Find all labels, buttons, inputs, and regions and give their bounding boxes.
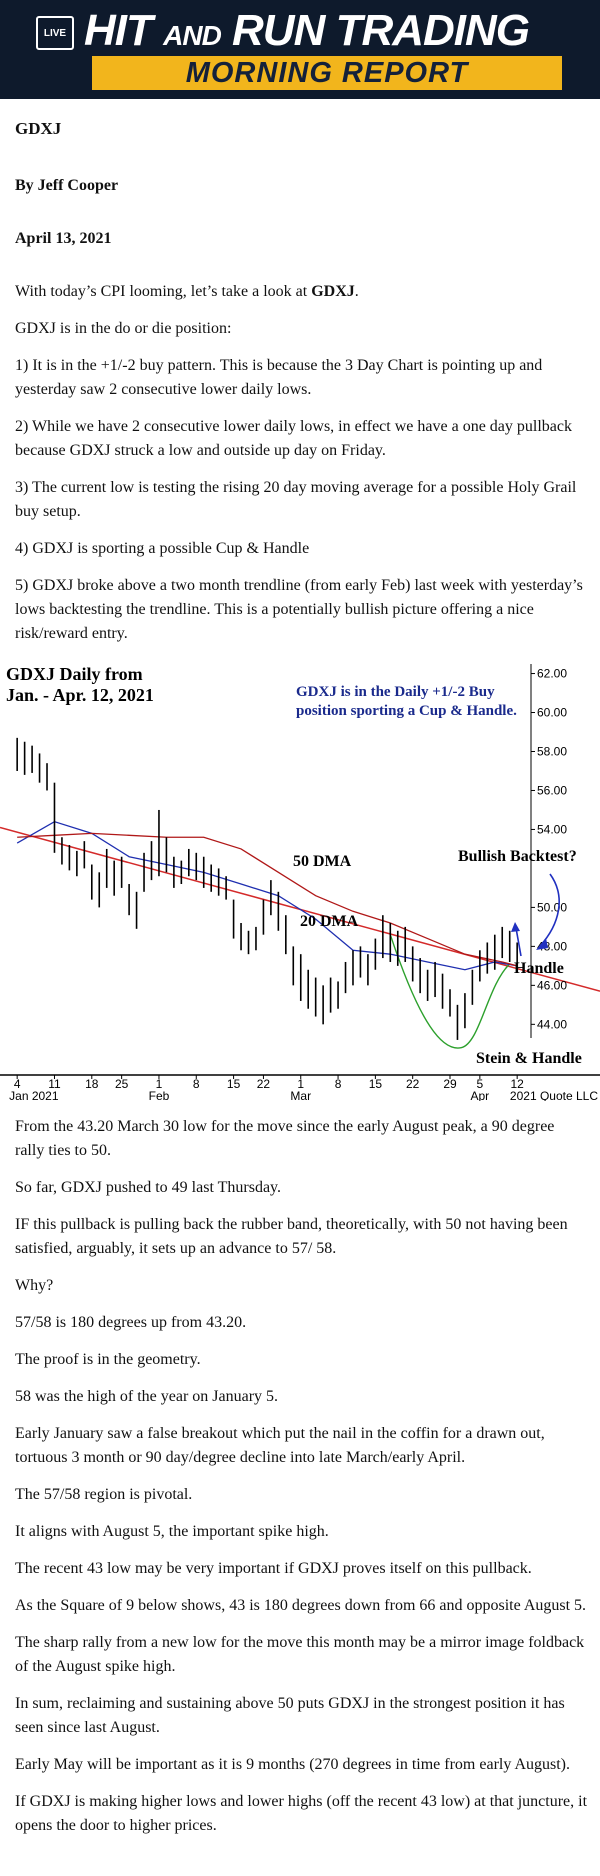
moving-average	[17, 832, 518, 967]
arrow	[515, 927, 522, 957]
paragraph: With today’s CPI looming, let’s take a l…	[15, 280, 587, 304]
title-part: HIT	[84, 6, 153, 55]
x-tick-label: 8	[335, 1077, 342, 1091]
chart-title: GDXJ Daily from	[6, 664, 143, 684]
bold-text: GDXJ	[311, 283, 355, 300]
x-tick-label: 15	[369, 1077, 383, 1091]
text: With today’s CPI looming, let’s take a l…	[15, 283, 312, 300]
header-title: HIT AND RUN TRADING	[84, 6, 584, 56]
x-tick-label: 1	[156, 1077, 163, 1091]
chart-title: Jan. - Apr. 12, 2021	[6, 685, 154, 705]
annotation: GDXJ is in the Daily +1/-2 Buy	[296, 684, 495, 700]
x-tick-label: 4	[14, 1077, 21, 1091]
title-part: RUN TRADING	[232, 6, 530, 55]
x-tick-label: 22	[406, 1077, 420, 1091]
paragraph: From the 43.20 March 30 low for the move…	[15, 1118, 555, 1159]
chart: 44.0046.0048.0050.0054.0056.0058.0060.00…	[0, 664, 600, 1101]
paragraph: 5) GDXJ broke above a two month trendlin…	[15, 577, 583, 642]
y-tick-label: 60.00	[537, 706, 567, 720]
header-subtitle: MORNING REPORT	[92, 56, 562, 90]
byline: By Jeff Cooper	[15, 177, 119, 194]
ma-label: 20 DMA	[300, 913, 359, 930]
y-tick-label: 44.00	[537, 1017, 567, 1031]
x-tick-label: 15	[227, 1077, 241, 1091]
arrowhead	[536, 938, 548, 950]
annotation: position sporting a Cup & Handle.	[296, 703, 517, 719]
paragraph: 1) It is in the +1/-2 buy pattern. This …	[15, 357, 543, 398]
paragraph: If GDXJ is making higher lows and lower …	[15, 1793, 588, 1834]
date: April 13, 2021	[15, 230, 112, 247]
paragraph: GDXJ is in the do or die position:	[15, 320, 232, 337]
month-label: Jan 2021	[9, 1089, 59, 1101]
paragraph: Early January saw a false breakout which…	[15, 1425, 545, 1466]
title-part: AND	[163, 20, 222, 51]
paragraph: Why?	[15, 1277, 54, 1294]
month-label: Feb	[149, 1089, 170, 1101]
x-tick-label: 1	[297, 1077, 304, 1091]
paragraph: As the Square of 9 below shows, 43 is 18…	[15, 1597, 587, 1614]
y-tick-label: 50.00	[537, 900, 567, 914]
x-tick-label: 8	[193, 1077, 200, 1091]
month-label: Mar	[290, 1089, 311, 1101]
paragraph: The sharp rally from a new low for the m…	[15, 1634, 585, 1675]
month-label: Apr	[471, 1089, 490, 1101]
paragraph: IF this pullback is pulling back the rub…	[15, 1216, 568, 1257]
annotation: Handle	[514, 960, 564, 977]
paragraph: Early May will be important as it is 9 m…	[15, 1756, 571, 1773]
logo: LIVE	[36, 16, 74, 50]
paragraph: The recent 43 low may be very important …	[15, 1560, 532, 1577]
x-tick-label: 25	[115, 1077, 129, 1091]
annotation: Stein & Handle	[476, 1050, 582, 1067]
x-tick-label: 18	[85, 1077, 99, 1091]
x-tick-label: 12	[510, 1077, 524, 1091]
paragraph: The proof is in the geometry.	[15, 1351, 201, 1368]
paragraph: 58 was the high of the year on January 5…	[15, 1388, 279, 1405]
paragraph: 3) The current low is testing the rising…	[15, 479, 577, 520]
y-tick-label: 56.00	[537, 783, 567, 797]
x-tick-label: 5	[477, 1077, 484, 1091]
paragraph: 57/58 is 180 degrees up from 43.20.	[15, 1314, 247, 1331]
ma-label: 50 DMA	[293, 853, 352, 870]
paragraph: So far, GDXJ pushed to 49 last Thursday.	[15, 1179, 281, 1196]
header: LIVE HIT AND RUN TRADING MORNING REPORT	[0, 0, 600, 99]
article-top: GDXJ By Jeff Cooper April 13, 2021 With …	[15, 117, 587, 659]
x-tick-label: 11	[48, 1077, 61, 1091]
x-tick-label: 29	[443, 1077, 457, 1091]
paragraph: 4) GDXJ is sporting a possible Cup & Han…	[15, 540, 310, 557]
y-tick-label: 58.00	[537, 744, 567, 758]
article-bottom: From the 43.20 March 30 low for the move…	[15, 1115, 587, 1851]
annotation: Bullish Backtest?	[458, 848, 577, 865]
y-tick-label: 54.00	[537, 822, 567, 836]
paragraph: 2) While we have 2 consecutive lower dai…	[15, 418, 572, 459]
paragraph: The 57/58 region is pivotal.	[15, 1486, 193, 1503]
cup-outline	[389, 934, 511, 1049]
credit: 2021 Quote LLC	[510, 1089, 598, 1101]
arrowhead	[511, 922, 520, 932]
text: .	[354, 283, 359, 300]
y-tick-label: 62.00	[537, 667, 567, 681]
paragraph: It aligns with August 5, the important s…	[15, 1523, 329, 1540]
x-tick-label: 22	[257, 1077, 271, 1091]
paragraph: In sum, reclaiming and sustaining above …	[15, 1695, 565, 1736]
article-title: GDXJ	[15, 119, 62, 138]
y-tick-label: 46.00	[537, 978, 567, 992]
